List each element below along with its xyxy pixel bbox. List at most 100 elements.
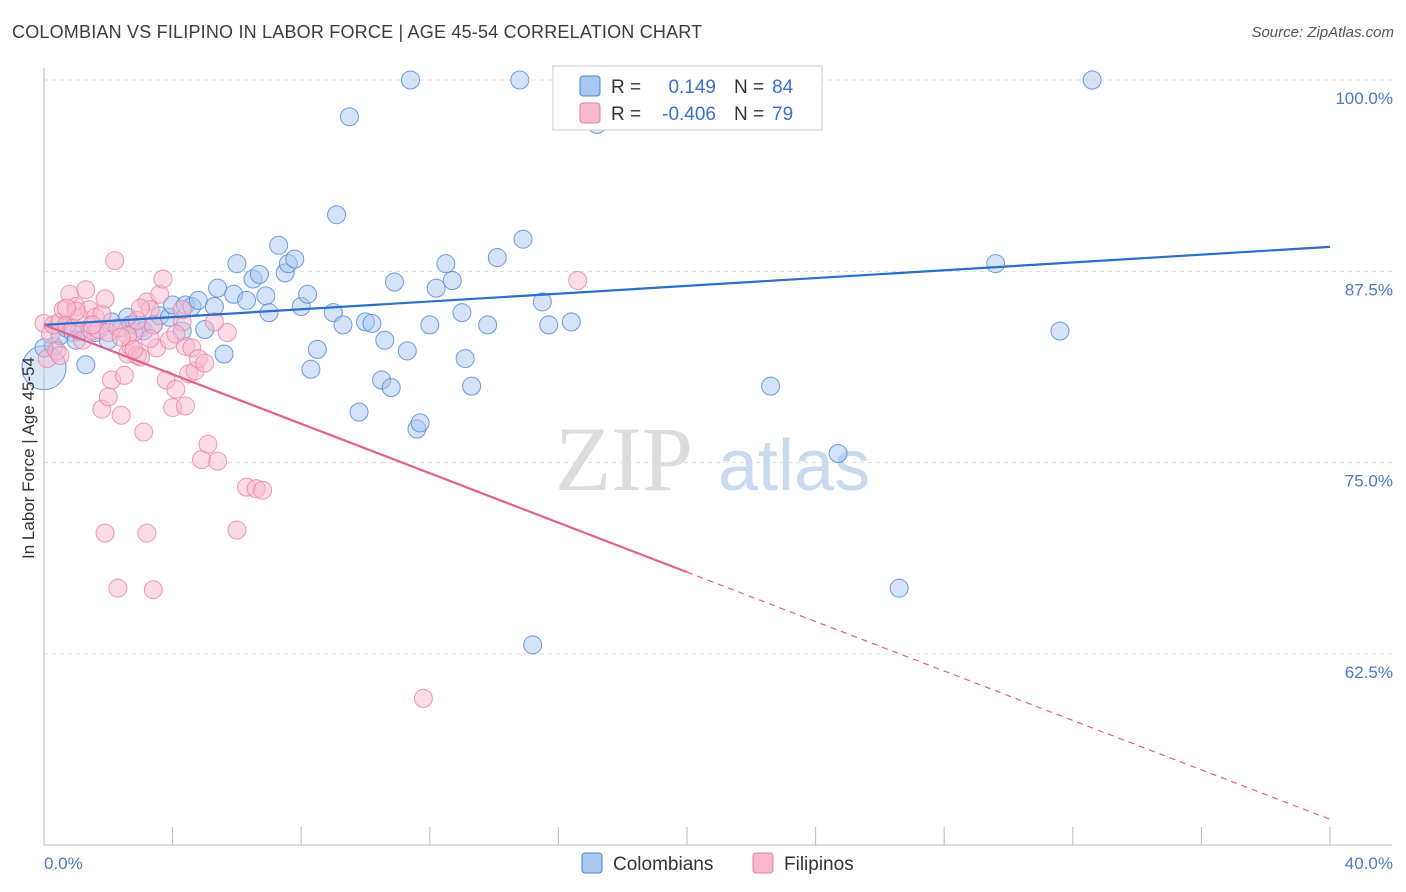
- filipinos-points: [34, 251, 588, 708]
- colombian-point: [442, 271, 462, 291]
- colombian-point: [339, 107, 359, 127]
- legend-r-label-colombians: R =: [611, 77, 641, 98]
- watermark: ZIP atlas: [555, 408, 870, 510]
- colombian-point: [539, 315, 559, 335]
- legend-swatch-colombians: [579, 75, 601, 97]
- colombian-point: [761, 376, 781, 396]
- chart-title: COLOMBIAN VS FILIPINO IN LABOR FORCE | A…: [12, 22, 703, 42]
- colombian-point: [269, 235, 289, 255]
- colombian-point: [301, 359, 321, 379]
- colombian-point: [307, 339, 327, 359]
- filipino-point: [98, 387, 118, 407]
- filipino-point: [140, 329, 160, 349]
- y-tick-label: 100.0%: [1335, 89, 1393, 108]
- legend-n-label-colombians: N =: [734, 77, 764, 98]
- filipino-point: [137, 523, 157, 543]
- x-tick-label: 40.0%: [1345, 854, 1393, 873]
- filipino-point: [166, 324, 186, 344]
- trend-lines: [43, 245, 1331, 820]
- colombian-point: [523, 635, 543, 655]
- filipino-point: [134, 422, 154, 442]
- filipino-point: [50, 346, 70, 366]
- colombian-point: [256, 286, 276, 306]
- filipino-point: [111, 327, 131, 347]
- colombian-point: [889, 578, 909, 598]
- stats-legend: R = 0.149 N = 84 R = -0.406 N = 79: [552, 65, 823, 131]
- filipino-point: [114, 365, 134, 385]
- colombian-point: [561, 312, 581, 332]
- filipinos-trend-line: [43, 323, 688, 574]
- filipino-point: [108, 578, 128, 598]
- legend-r-value-filipinos: -0.406: [662, 104, 716, 125]
- legend-r-value-colombians: 0.149: [668, 77, 716, 98]
- colombian-point: [532, 292, 552, 312]
- colombian-point: [188, 290, 208, 310]
- y-tick-label: 87.5%: [1345, 280, 1393, 299]
- colombian-point: [420, 315, 440, 335]
- colombian-point: [298, 284, 318, 304]
- colombian-point: [227, 254, 247, 274]
- colombian-point: [208, 278, 228, 298]
- filipino-point: [208, 451, 228, 471]
- filipino-point: [95, 523, 115, 543]
- colombian-point: [237, 290, 257, 310]
- legend-n-value-colombians: 84: [772, 77, 794, 98]
- filipinos-trend-extension: [686, 571, 1331, 820]
- filipino-point: [253, 480, 273, 500]
- colombian-point: [487, 248, 507, 268]
- filipino-point: [111, 405, 131, 425]
- filipino-point: [130, 298, 150, 318]
- series-legend-swatch-colombians: [581, 852, 603, 874]
- colombian-point: [327, 205, 347, 225]
- filipino-point: [57, 298, 77, 318]
- legend-r-label-filipinos: R =: [611, 104, 641, 125]
- filipino-point: [166, 379, 186, 399]
- colombian-point: [349, 402, 369, 422]
- colombian-point: [401, 70, 421, 90]
- colombian-point: [249, 264, 269, 284]
- colombians-trend-line: [43, 245, 1331, 327]
- y-axis-title: In Labor Force | Age 45-54: [19, 357, 38, 559]
- colombian-point: [986, 254, 1006, 274]
- watermark-atlas: atlas: [718, 426, 870, 506]
- axes: [43, 68, 1392, 846]
- colombian-point: [333, 315, 353, 335]
- filipino-point: [568, 271, 588, 291]
- filipino-point: [143, 580, 163, 600]
- colombian-point: [285, 249, 305, 269]
- colombian-point: [1050, 321, 1070, 341]
- filipino-point: [198, 434, 218, 454]
- colombian-point: [375, 330, 395, 350]
- source-credit: Source: ZipAtlas.com: [1251, 24, 1394, 41]
- colombian-point: [828, 443, 848, 463]
- watermark-zip: ZIP: [555, 408, 693, 510]
- grid-lines: [44, 79, 1392, 655]
- legend-n-label-filipinos: N =: [734, 104, 764, 125]
- filipino-point: [76, 280, 96, 300]
- filipino-point: [227, 520, 247, 540]
- colombian-point: [510, 70, 530, 90]
- y-tick-label: 62.5%: [1345, 663, 1393, 682]
- colombian-point: [462, 376, 482, 396]
- filipino-point: [204, 312, 224, 332]
- filipino-point: [175, 396, 195, 416]
- filipino-point: [217, 323, 237, 343]
- colombian-point: [1082, 70, 1102, 90]
- colombian-point: [452, 303, 472, 323]
- filipino-point: [95, 289, 115, 309]
- colombian-point: [436, 254, 456, 274]
- legend-swatch-filipinos: [579, 102, 601, 124]
- filipino-point: [105, 251, 125, 271]
- colombian-point: [455, 349, 475, 369]
- series-legend: Colombians Filipinos: [581, 852, 854, 875]
- colombian-point: [478, 315, 498, 335]
- series-legend-swatch-filipinos: [752, 852, 774, 874]
- colombian-point: [397, 341, 417, 361]
- colombian-point: [76, 355, 96, 375]
- colombians-points: [21, 70, 1102, 655]
- colombian-point: [426, 278, 446, 298]
- filipino-point: [153, 269, 173, 289]
- filipino-point: [82, 315, 102, 335]
- filipino-point: [413, 688, 433, 708]
